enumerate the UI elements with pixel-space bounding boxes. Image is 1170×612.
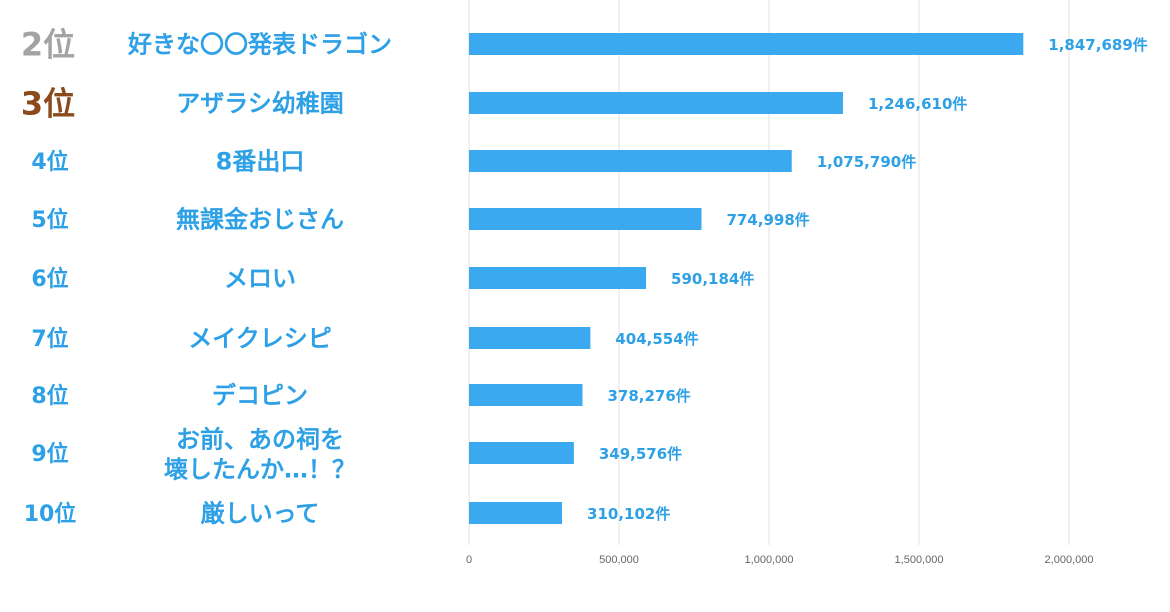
value-label: 349,576件 <box>599 445 682 463</box>
x-tick-label: 0 <box>466 554 472 566</box>
category-label: 壊したんか…！？ <box>164 456 356 484</box>
category-label: 厳しいって <box>201 500 320 528</box>
x-tick-label: 1,500,000 <box>895 554 944 566</box>
category-label: メロい <box>224 265 296 293</box>
value-label: 404,554件 <box>615 330 698 348</box>
rank-label: 3位 <box>21 85 75 123</box>
rank-label: 10位 <box>24 501 77 527</box>
bar <box>469 502 563 524</box>
value-label: 310,102件 <box>587 505 670 523</box>
value-label: 1,246,610件 <box>868 95 967 113</box>
category-label: メイクレシピ <box>188 325 332 353</box>
value-label: 1,847,689件 <box>1048 36 1147 54</box>
category-label: 無課金おじさん <box>176 206 344 234</box>
rank-label: 2位 <box>21 26 75 64</box>
category-label: アザラシ幼稚園 <box>176 90 344 118</box>
category-label: デコピン <box>212 382 308 410</box>
rank-label: 7位 <box>31 326 68 352</box>
bar <box>469 384 583 406</box>
category-label: 8番出口 <box>216 148 305 176</box>
rank-label: 4位 <box>31 149 68 175</box>
x-tick-label: 1,000,000 <box>745 554 794 566</box>
x-tick-label: 2,000,000 <box>1045 554 1094 566</box>
bar <box>469 442 574 464</box>
category-label: 好きな〇〇発表ドラゴン <box>127 31 392 59</box>
rank-label: 6位 <box>31 266 68 292</box>
x-tick-label: 500,000 <box>599 554 639 566</box>
value-label: 590,184件 <box>671 270 754 288</box>
bar <box>469 150 792 172</box>
rank-label: 5位 <box>31 207 68 233</box>
value-label: 774,998件 <box>726 211 809 229</box>
bar <box>469 267 647 289</box>
bar <box>469 208 702 230</box>
rank-label: 8位 <box>31 383 68 409</box>
bar <box>469 92 843 114</box>
bar <box>469 327 591 349</box>
bar <box>469 33 1024 55</box>
rank-label: 9位 <box>31 441 68 467</box>
value-label: 378,276件 <box>607 387 690 405</box>
value-label: 1,075,790件 <box>817 153 916 171</box>
category-label: お前、あの祠を <box>176 426 344 454</box>
